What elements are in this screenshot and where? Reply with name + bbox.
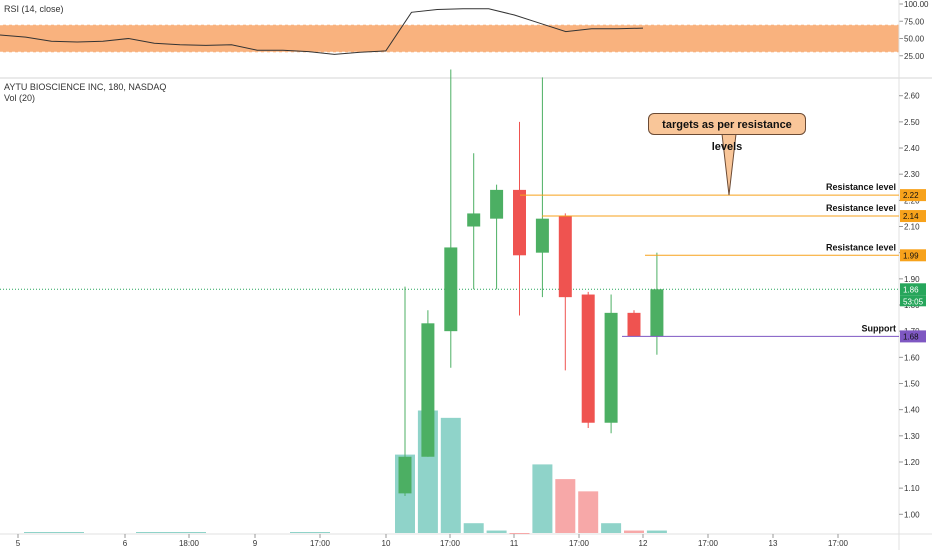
- rsi-panel: 100.00 75.00 50.00 25.00: [0, 0, 929, 61]
- rsi-tick-label: 25.00: [904, 52, 925, 61]
- level-price-text: 2.14: [903, 212, 919, 221]
- support-price-tag: [900, 330, 926, 343]
- time-tick-label: 6: [123, 539, 128, 548]
- rsi-tick-label: 75.00: [904, 17, 925, 26]
- volume-bar: [440, 417, 461, 533]
- candle-body: [535, 218, 549, 253]
- time-tick-label: 11: [510, 539, 519, 548]
- volume-label: Vol (20): [4, 93, 36, 103]
- volume-bar: [486, 530, 507, 533]
- price-tick-label: 2.10: [904, 223, 920, 232]
- price-tick-label: 1.10: [904, 484, 920, 493]
- volume-bar: [555, 479, 576, 533]
- resistance-label: Resistance level: [826, 242, 896, 252]
- time-tick-label: 12: [639, 539, 648, 548]
- symbol-label: AYTU BIOSCIENCE INC, 180, NASDAQ: [4, 82, 167, 92]
- callout-box: targets as per resistance levels: [648, 113, 806, 153]
- price-tick-label: 1.00: [904, 510, 920, 519]
- candle-body: [490, 189, 504, 219]
- time-tick-label: 18:00: [179, 539, 200, 548]
- resistance-price-tag: [900, 210, 926, 223]
- time-tick-label: 17:00: [698, 539, 719, 548]
- candle-body: [513, 189, 526, 256]
- volume-bar: [24, 532, 84, 533]
- price-tick-label: 2.50: [904, 118, 920, 127]
- candle-body: [421, 323, 435, 457]
- time-tick-label: 9: [253, 539, 258, 548]
- candles: [398, 69, 664, 496]
- countdown-text: 53:05: [903, 297, 924, 306]
- last-price-text: 1.86: [903, 285, 919, 294]
- time-tick-label: 17:00: [310, 539, 331, 548]
- time-tick-label: 17:00: [828, 539, 849, 548]
- level-price-text: 1.68: [903, 332, 919, 341]
- volume-bar: [646, 530, 667, 533]
- time-tick-label: 13: [769, 539, 778, 548]
- price-tick-label: 1.40: [904, 406, 920, 415]
- time-tick-label: 5: [16, 539, 21, 548]
- candle-body: [581, 294, 595, 423]
- price-tick-label: 2.30: [904, 170, 920, 179]
- resistance-price-tag: [900, 189, 926, 202]
- level-lines: Resistance level 2.22 Resistance level 2.14…: [520, 182, 926, 343]
- rsi-tick-label: 50.00: [904, 35, 925, 44]
- resistance-label: Resistance level: [826, 182, 896, 192]
- resistance-label: Resistance level: [826, 203, 896, 213]
- candle-body: [627, 312, 641, 337]
- volume-bars: [24, 410, 667, 534]
- time-tick-label: 10: [382, 539, 391, 548]
- price-tick-label: 2.40: [904, 144, 920, 153]
- candle-body: [444, 247, 458, 332]
- resistance-price-tag: [900, 249, 926, 262]
- volume-bar: [290, 532, 330, 533]
- price-tick-label: 1.30: [904, 432, 920, 441]
- volume-bar: [578, 491, 599, 533]
- price-tick-label: 1.20: [904, 458, 920, 467]
- candle-body: [604, 312, 618, 423]
- time-axis: 5 6 18:00 9 17:00 10 17:00 11 17:00 12 17:00 13 17:0…: [16, 534, 849, 548]
- support-label: Support: [862, 323, 897, 333]
- rsi-line: [0, 8, 644, 55]
- time-tick-label: 17:00: [440, 539, 461, 548]
- rsi-tick-label: 100.00: [904, 0, 929, 9]
- volume-bar: [463, 523, 484, 533]
- price-tick-label: 2.60: [904, 92, 920, 101]
- time-tick-label: 17:00: [569, 539, 590, 548]
- volume-bar: [601, 523, 622, 533]
- price-tick-label: 1.60: [904, 353, 920, 362]
- candle-body: [398, 456, 412, 494]
- volume-bar: [136, 532, 206, 533]
- candle-body: [650, 289, 664, 337]
- rsi-axis: 100.00 75.00 50.00 25.00: [899, 0, 929, 61]
- level-price-text: 2.22: [903, 191, 919, 200]
- candle-body: [467, 213, 481, 227]
- volume-bar: [509, 533, 530, 534]
- volume-bar: [532, 464, 553, 533]
- price-tick-label: 1.90: [904, 275, 920, 284]
- rsi-band: [0, 24, 899, 53]
- candle-body: [558, 216, 572, 298]
- price-tick-label: 1.50: [904, 379, 920, 388]
- last-price-tag: [900, 283, 926, 296]
- countdown-tag: [900, 295, 926, 307]
- level-price-text: 1.99: [903, 251, 919, 260]
- volume-bar: [624, 530, 644, 533]
- rsi-label: RSI (14, close): [4, 4, 64, 14]
